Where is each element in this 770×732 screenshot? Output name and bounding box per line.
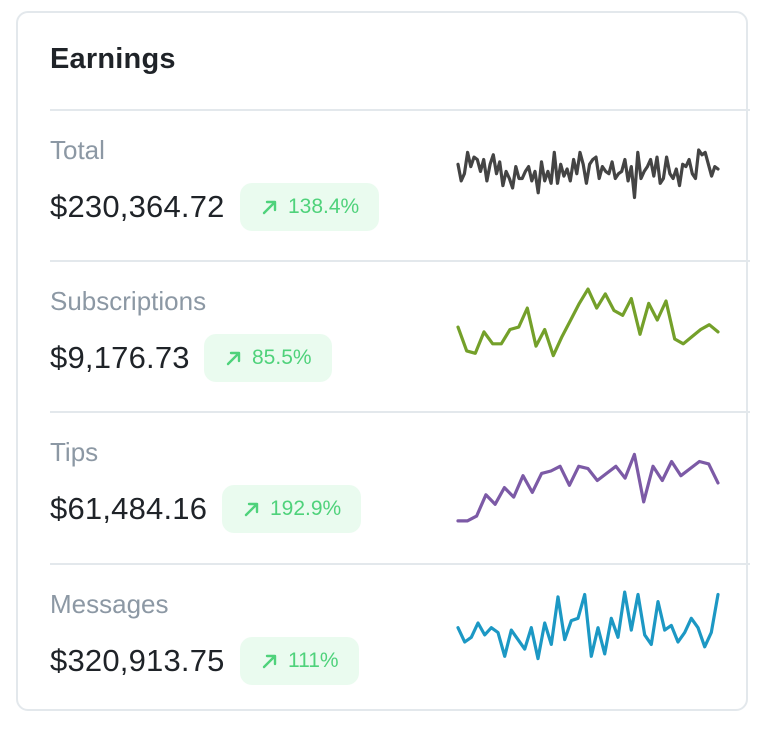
sparkline-subscriptions	[456, 287, 720, 358]
trend-up-arrow-icon	[226, 351, 241, 366]
change-badge: 111%	[240, 637, 359, 685]
sparkline-path	[456, 287, 720, 358]
row-amount: $61,484.16	[50, 491, 208, 526]
row-label: Total	[50, 135, 105, 165]
trend-up-arrow-icon	[262, 654, 277, 669]
earnings-row-tips: Tips $61,484.16 192.9%	[50, 411, 750, 563]
change-percent: 192.9%	[270, 497, 342, 520]
trend-up-arrow-icon	[244, 502, 259, 517]
sparkline-total	[456, 148, 720, 200]
change-percent: 138.4%	[288, 195, 360, 218]
row-amount: $9,176.73	[50, 340, 190, 375]
row-amount: $230,364.72	[50, 189, 225, 224]
earnings-row-messages: Messages $320,913.75 111%	[50, 563, 750, 715]
change-badge: 85.5%	[204, 334, 332, 382]
earnings-row-subscriptions: Subscriptions $9,176.73 85.5%	[50, 260, 750, 412]
sparkline-path	[456, 452, 720, 523]
row-label: Subscriptions	[50, 286, 207, 316]
sparkline-messages	[456, 590, 720, 661]
sparkline-tips	[456, 452, 720, 523]
row-amount: $320,913.75	[50, 643, 225, 678]
change-badge: 192.9%	[222, 485, 362, 533]
sparkline-path	[456, 148, 720, 200]
change-percent: 111%	[288, 649, 339, 672]
change-percent: 85.5%	[252, 346, 312, 369]
change-badge: 138.4%	[240, 183, 380, 231]
earnings-card: Earnings Total $230,364.72 138.4% Subscr…	[16, 11, 750, 711]
row-label: Tips	[50, 437, 99, 467]
sparkline-path	[456, 590, 720, 661]
card-title: Earnings	[50, 43, 176, 75]
trend-up-arrow-icon	[262, 200, 277, 215]
row-label: Messages	[50, 589, 169, 619]
earnings-row-total: Total $230,364.72 138.4%	[50, 109, 750, 261]
